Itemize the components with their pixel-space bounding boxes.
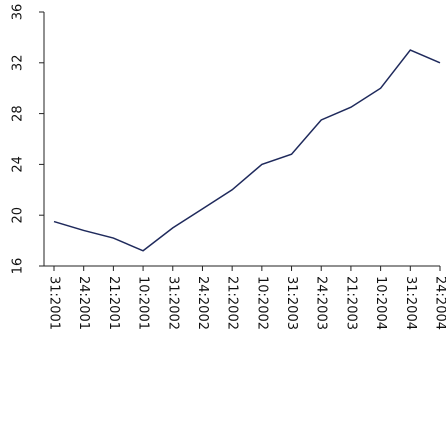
y-tick-label: 20: [11, 207, 26, 224]
x-tick-label: 31:2004: [403, 276, 418, 330]
x-tick-label: 10:2002: [254, 276, 269, 330]
x-tick-label: 31:2003: [284, 276, 299, 330]
y-tick-label: 32: [11, 55, 26, 72]
x-tick-label: 24:2003: [314, 276, 329, 330]
x-tick-label: 21:2001: [106, 276, 121, 330]
y-tick-label: 16: [11, 258, 26, 275]
y-tick-label: 28: [11, 105, 26, 122]
x-tick-label: 10:2001: [136, 276, 151, 330]
x-tick-label: 31:2002: [165, 276, 180, 330]
x-tick-label: 24:2001: [76, 276, 91, 330]
x-tick-label: 21:2003: [343, 276, 358, 330]
y-tick-label: 36: [11, 4, 26, 21]
x-tick-label: 24:2004: [433, 276, 446, 330]
line: [53, 49, 441, 252]
x-tick-label: 10:2004: [373, 276, 388, 330]
x-tick-label: 24:2002: [195, 276, 210, 330]
x-tick-label: 31:2001: [47, 276, 62, 330]
y-tick-label: 24: [11, 156, 26, 173]
x-tick-label: 21:2002: [225, 276, 240, 330]
